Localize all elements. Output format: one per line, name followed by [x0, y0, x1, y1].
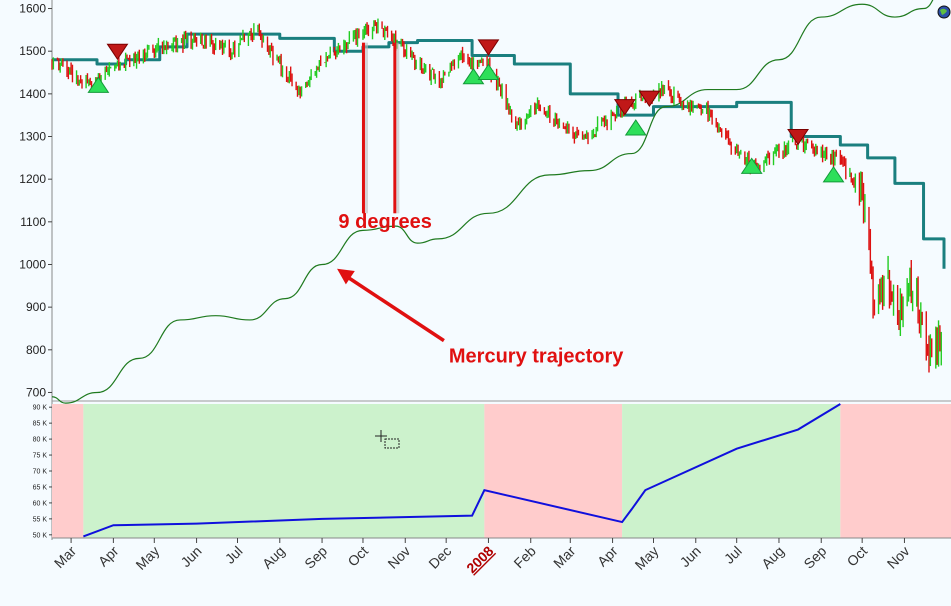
buy-signal-marker — [624, 119, 647, 136]
y-tick-label: 1300 — [19, 130, 46, 144]
x-tick-label: May — [632, 543, 662, 573]
equity-shaded-region — [484, 404, 623, 538]
equity-shaded-region — [840, 404, 951, 538]
buy-signal-marker — [822, 166, 845, 183]
annotation-arrow-shaft — [346, 275, 445, 343]
sell-signal-marker — [477, 39, 500, 56]
x-tick-label: Feb — [510, 543, 539, 572]
annotations: 9 degrees Mercury trajectory — [337, 211, 624, 368]
x-tick-label: Oct — [844, 543, 871, 570]
equity-shaded-region — [52, 404, 84, 538]
equity-y-tick-label: 75 K — [33, 453, 48, 460]
annotation-text: 9 degrees — [338, 211, 431, 233]
equity-y-tick-label: 80 K — [33, 437, 48, 444]
x-tick-label: Apr — [95, 543, 122, 570]
equity-y-tick-label: 70 K — [33, 469, 48, 476]
globe-icon[interactable] — [937, 5, 951, 19]
x-tick-label: Jul — [222, 543, 246, 567]
x-tick-label: Sep — [800, 543, 829, 572]
x-tick-label: Aug — [259, 543, 288, 572]
x-tick-label: Mar — [550, 543, 579, 572]
annotation-arrow-head — [337, 268, 355, 285]
y-tick-label: 900 — [26, 300, 46, 314]
buy-signal-marker — [462, 67, 485, 85]
y-tick-label: 1600 — [19, 2, 46, 16]
buy-signal-marker — [477, 63, 500, 81]
equity-shaded-region — [83, 404, 485, 538]
x-tick-label: Apr — [594, 543, 621, 570]
y-tick-label: 1100 — [20, 215, 46, 229]
month-axis: Mar Apr May Jun Jul Aug Sep Oct Nov Dec 2008 Feb Mar… — [51, 538, 913, 576]
x-tick-label: May — [132, 543, 162, 573]
price-background — [0, 0, 951, 403]
x-tick-label: Nov — [884, 543, 913, 572]
x-tick-label: Aug — [758, 543, 787, 572]
equity-y-tick-label: 85 K — [33, 421, 48, 428]
x-tick-label: Sep — [301, 543, 330, 572]
x-tick-label: Mar — [51, 543, 80, 572]
marker-vertical-line — [393, 42, 397, 214]
buy-signal-marker — [740, 157, 763, 174]
marker-vertical-line-shadow — [396, 42, 400, 214]
mercury-trajectory-curve — [51, 0, 934, 404]
y-tick-label: 1200 — [19, 172, 46, 186]
equity-y-tick-label: 60 K — [33, 500, 48, 507]
y-tick-label: 1500 — [19, 44, 46, 58]
x-tick-label: Jul — [721, 543, 745, 567]
x-tick-label: 2008 — [463, 543, 496, 576]
x-tick-label: Nov — [384, 543, 413, 572]
equity-y-tick-label: 55 K — [33, 516, 48, 523]
sell-signal-marker — [638, 90, 661, 108]
equity-y-tick-label: 90 K — [33, 405, 48, 412]
sell-signal-marker — [787, 129, 809, 146]
price-bars — [51, 18, 942, 373]
marker-vertical-line-shadow — [364, 42, 368, 214]
x-tick-label: Jun — [677, 543, 704, 570]
buy-signal-marker — [87, 76, 110, 93]
equity-panel: 50 K 55 K 60 K 65 K 70 K 75 K 80 K 85 K 90 K — [33, 403, 951, 539]
equity-y-tick-label: 50 K — [33, 532, 48, 539]
y-tick-label: 1400 — [19, 87, 46, 101]
annotation-text: Mercury trajectory — [449, 346, 624, 368]
equity-y-tick-label: 65 K — [33, 484, 48, 491]
equity-curve — [83, 403, 841, 538]
marker-vertical-line — [361, 42, 365, 214]
x-tick-label: Dec — [425, 543, 454, 572]
sell-signal-marker — [613, 99, 636, 116]
y-tick-label: 700 — [26, 385, 46, 399]
y-tick-label: 1000 — [19, 257, 46, 271]
x-tick-label: Jun — [177, 543, 204, 570]
x-tick-label: Oct — [344, 543, 371, 570]
price-panel: 700 800 900 1000 1100 1200 1300 1400 1500 1600 — [0, 0, 951, 540]
decor — [375, 5, 951, 449]
teal-step-line — [52, 32, 946, 269]
sell-signal-marker — [106, 43, 129, 61]
y-tick-label: 800 — [26, 343, 46, 357]
crosshair-cursor-icon — [375, 430, 400, 449]
